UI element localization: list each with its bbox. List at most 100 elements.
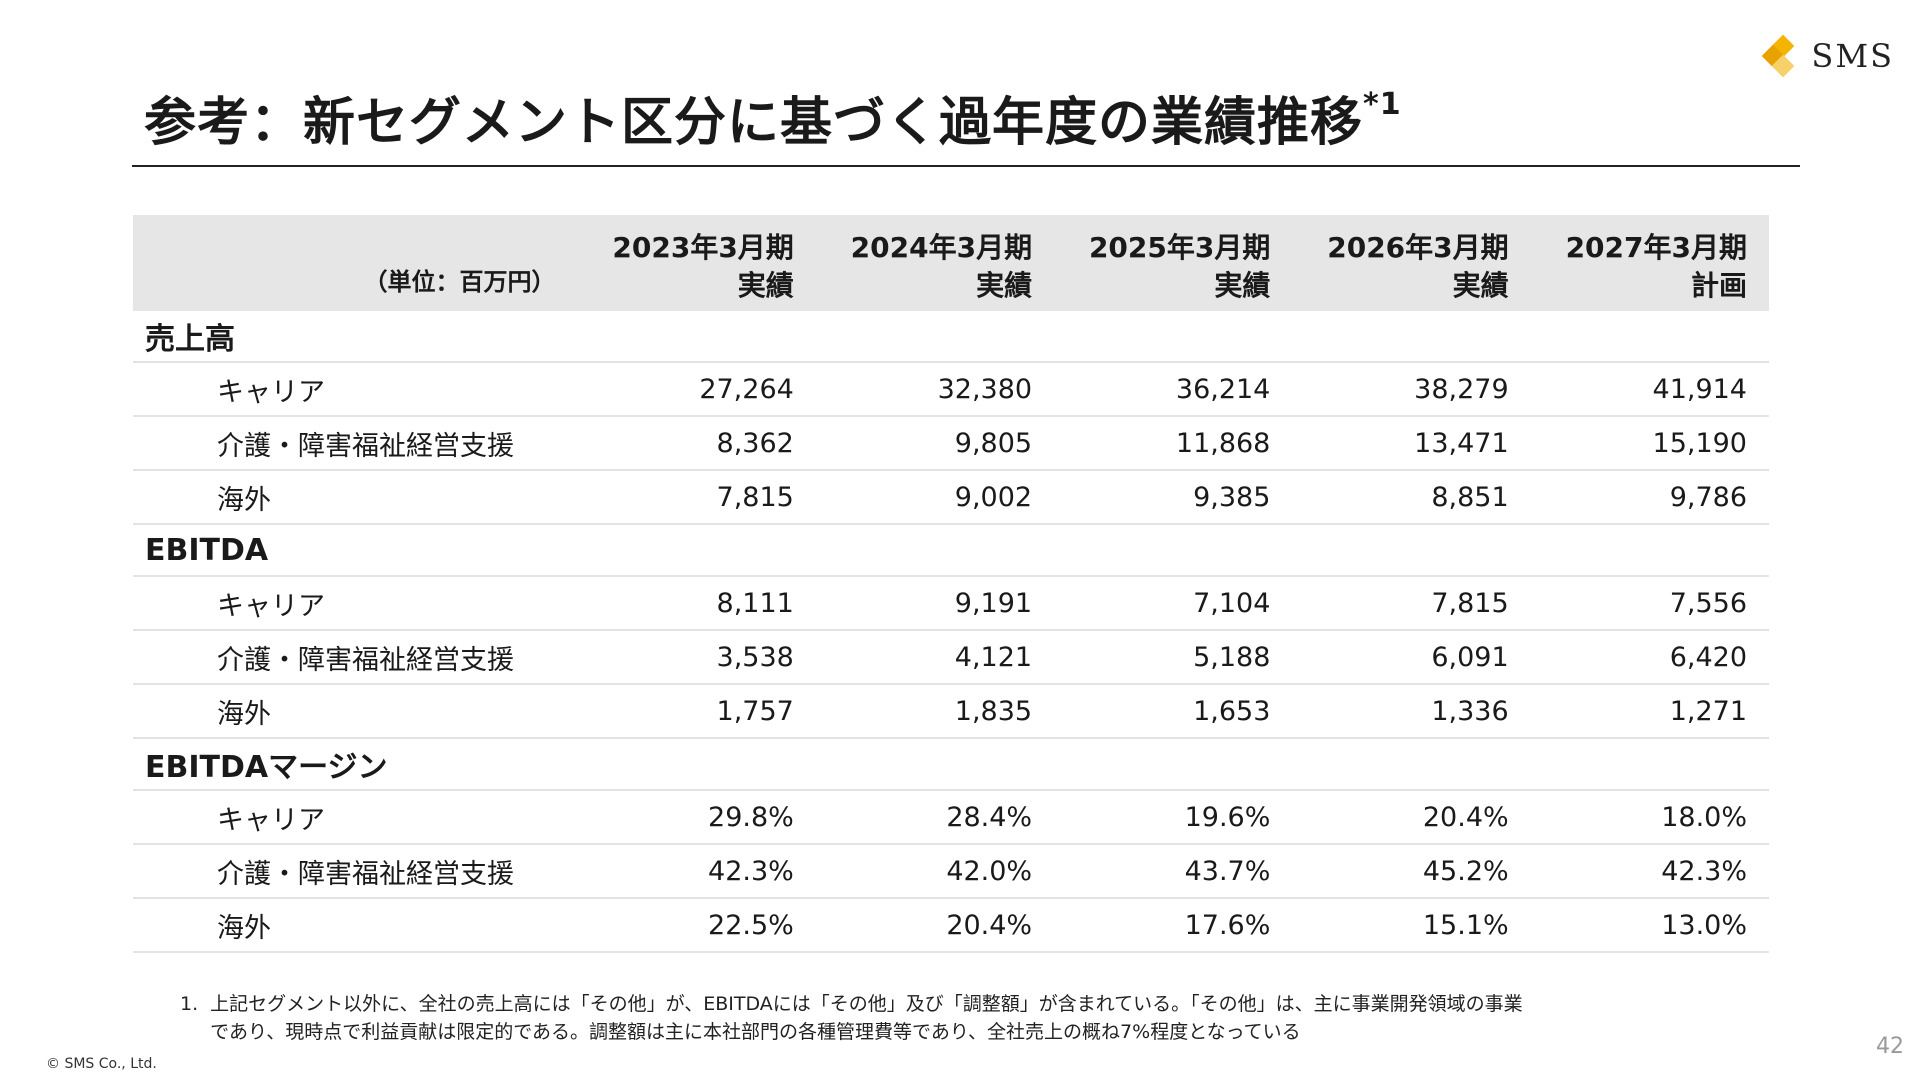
copyright: © SMS Co., Ltd. xyxy=(46,1056,157,1072)
table-row: 介護・障害福祉経営支援 3,538 4,121 5,188 6,091 6,420 xyxy=(133,630,1769,685)
value-cell: 7,104 xyxy=(1054,576,1293,631)
value-cell: 9,786 xyxy=(1530,470,1769,525)
value-cell: 1,336 xyxy=(1292,684,1531,739)
table-row: 介護・障害福祉経営支援 8,362 9,805 11,868 13,471 15,190 xyxy=(133,416,1769,471)
table-row: 介護・障害福祉経営支援 42.3% 42.0% 43.7% 45.2% 42.3% xyxy=(133,844,1769,899)
section-title: EBITDAマージン xyxy=(133,738,1769,791)
value-cell: 17.6% xyxy=(1054,898,1293,953)
value-cell: 41,914 xyxy=(1530,362,1769,417)
title-divider xyxy=(132,165,1800,167)
value-cell: 8,851 xyxy=(1292,470,1531,525)
value-cell: 7,556 xyxy=(1530,576,1769,631)
value-cell: 6,420 xyxy=(1530,630,1769,685)
row-label: 海外 xyxy=(133,470,578,525)
value-cell: 11,868 xyxy=(1054,416,1293,471)
value-cell: 15.1% xyxy=(1292,898,1531,953)
value-cell: 38,279 xyxy=(1292,362,1531,417)
row-label: 海外 xyxy=(133,684,578,739)
value-cell: 9,191 xyxy=(815,576,1055,631)
value-cell: 15,190 xyxy=(1530,416,1769,471)
section-title: 売上高 xyxy=(133,311,1769,363)
value-cell: 9,002 xyxy=(815,470,1055,525)
row-label: 介護・障害福祉経営支援 xyxy=(133,844,578,899)
logo-text: SMS xyxy=(1811,37,1894,75)
column-kind: 実績 xyxy=(737,269,794,302)
section-row: 売上高 xyxy=(133,311,1769,363)
value-cell: 4,121 xyxy=(815,630,1055,685)
page-number: 42 xyxy=(1876,1034,1904,1059)
row-label: 介護・障害福祉経営支援 xyxy=(133,416,578,471)
value-cell: 42.3% xyxy=(577,844,816,899)
column-year: 2024年3月期 xyxy=(850,231,1033,264)
table-row: 海外 22.5% 20.4% 17.6% 15.1% 13.0% xyxy=(133,898,1769,953)
column-kind: 実績 xyxy=(1452,269,1509,302)
footnote-line: 上記セグメント以外に、全社の売上高には「その他」が、EBITDAには「その他」及… xyxy=(210,993,1523,1015)
value-cell: 45.2% xyxy=(1292,844,1531,899)
value-cell: 18.0% xyxy=(1530,790,1769,845)
footnote: 1. 上記セグメント以外に、全社の売上高には「その他」が、EBITDAには「その… xyxy=(180,990,1760,1046)
value-cell: 19.6% xyxy=(1054,790,1293,845)
value-cell: 8,362 xyxy=(577,416,816,471)
column-header: 2024年3月期実績 xyxy=(815,215,1055,311)
column-year: 2026年3月期 xyxy=(1327,231,1509,264)
performance-table: （単位：百万円） 2023年3月期実績 2024年3月期実績 2025年3月期実… xyxy=(133,215,1769,953)
value-cell: 28.4% xyxy=(815,790,1055,845)
column-header: 2025年3月期実績 xyxy=(1054,215,1293,311)
column-header: 2027年3月期計画 xyxy=(1530,215,1769,311)
column-year: 2023年3月期 xyxy=(612,231,794,264)
title-footnote-marker: *1 xyxy=(1363,86,1402,122)
table-header-row: （単位：百万円） 2023年3月期実績 2024年3月期実績 2025年3月期実… xyxy=(133,215,1769,311)
table-row: キャリア 27,264 32,380 36,214 38,279 41,914 xyxy=(133,362,1769,417)
footnote-text: 上記セグメント以外に、全社の売上高には「その他」が、EBITDAには「その他」及… xyxy=(210,990,1523,1046)
value-cell: 8,111 xyxy=(577,576,816,631)
value-cell: 7,815 xyxy=(577,470,816,525)
column-kind: 実績 xyxy=(976,269,1033,302)
value-cell: 9,385 xyxy=(1054,470,1293,525)
column-kind: 計画 xyxy=(1690,269,1747,302)
value-cell: 1,271 xyxy=(1530,684,1769,739)
table-body: 売上高 キャリア 27,264 32,380 36,214 38,279 41,914 介護・… xyxy=(133,311,1769,953)
value-cell: 6,091 xyxy=(1292,630,1531,685)
value-cell: 13.0% xyxy=(1530,898,1769,953)
row-label: キャリア xyxy=(133,362,578,417)
page-title-text: 参考：新セグメント区分に基づく過年度の業績推移 xyxy=(144,93,1364,153)
value-cell: 42.3% xyxy=(1530,844,1769,899)
footnote-line: であり、現時点で利益貢献は限定的である。調整額は主に本社部門の各種管理費等であり… xyxy=(210,1021,1301,1043)
value-cell: 20.4% xyxy=(815,898,1055,953)
table-row: 海外 1,757 1,835 1,653 1,336 1,271 xyxy=(133,684,1769,739)
table-row: 海外 7,815 9,002 9,385 8,851 9,786 xyxy=(133,470,1769,525)
value-cell: 32,380 xyxy=(815,362,1055,417)
unit-label: （単位：百万円） xyxy=(133,215,578,311)
value-cell: 1,835 xyxy=(815,684,1055,739)
row-label: キャリア xyxy=(133,576,578,631)
value-cell: 7,815 xyxy=(1292,576,1531,631)
value-cell: 29.8% xyxy=(577,790,816,845)
value-cell: 43.7% xyxy=(1054,844,1293,899)
diamond-logo-icon xyxy=(1762,34,1803,78)
column-year: 2027年3月期 xyxy=(1565,231,1747,264)
value-cell: 42.0% xyxy=(815,844,1055,899)
value-cell: 22.5% xyxy=(577,898,816,953)
column-kind: 実績 xyxy=(1214,269,1271,302)
value-cell: 5,188 xyxy=(1054,630,1293,685)
row-label: 介護・障害福祉経営支援 xyxy=(133,630,578,685)
row-label: 海外 xyxy=(133,898,578,953)
value-cell: 27,264 xyxy=(577,362,816,417)
section-title: EBITDA xyxy=(133,524,1769,577)
sms-logo: SMS xyxy=(1762,34,1894,78)
section-row: EBITDA xyxy=(133,524,1769,577)
value-cell: 1,757 xyxy=(577,684,816,739)
value-cell: 36,214 xyxy=(1054,362,1293,417)
value-cell: 3,538 xyxy=(577,630,816,685)
row-label: キャリア xyxy=(133,790,578,845)
value-cell: 9,805 xyxy=(815,416,1055,471)
value-cell: 1,653 xyxy=(1054,684,1293,739)
table-row: キャリア 8,111 9,191 7,104 7,815 7,556 xyxy=(133,576,1769,631)
value-cell: 13,471 xyxy=(1292,416,1531,471)
table-row: キャリア 29.8% 28.4% 19.6% 20.4% 18.0% xyxy=(133,790,1769,845)
column-header: 2026年3月期実績 xyxy=(1292,215,1531,311)
section-row: EBITDAマージン xyxy=(133,738,1769,791)
column-header: 2023年3月期実績 xyxy=(577,215,816,311)
column-year: 2025年3月期 xyxy=(1088,231,1271,264)
footnote-number: 1. xyxy=(180,993,199,1015)
